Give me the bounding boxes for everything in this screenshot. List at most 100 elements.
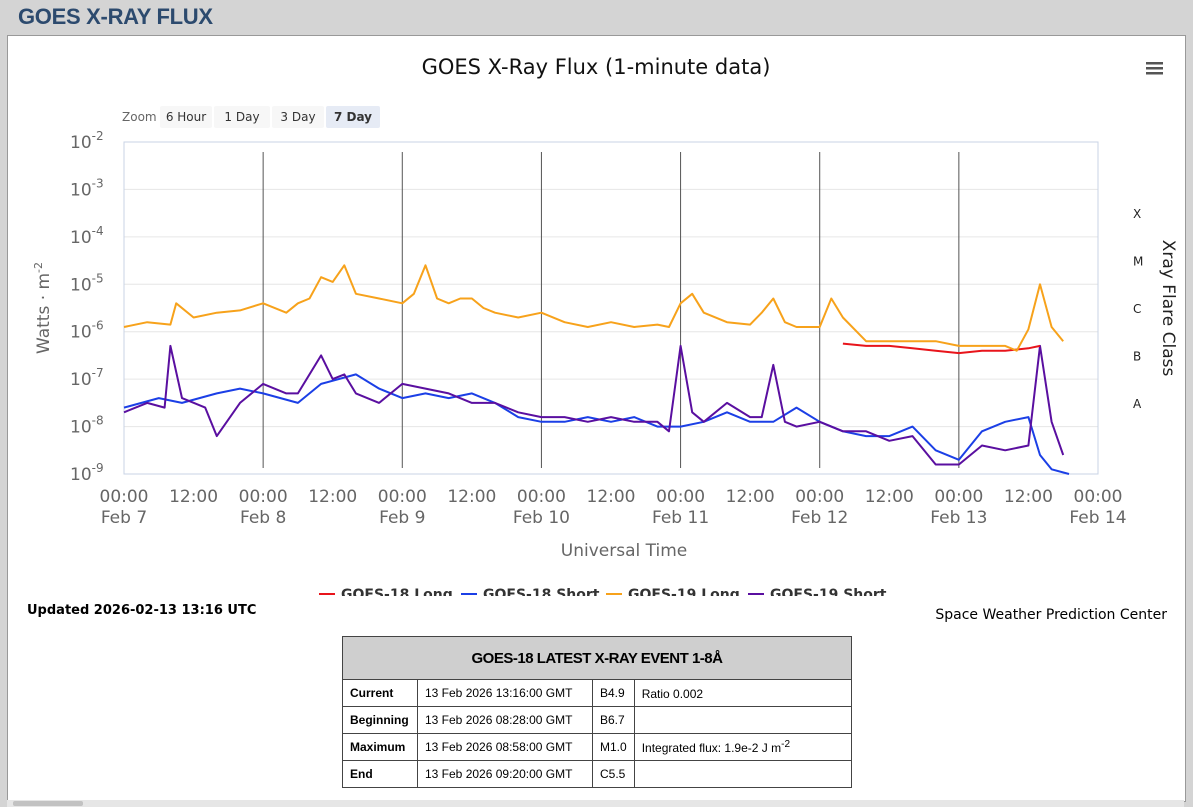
x-tick-label: 00:00 <box>100 487 149 507</box>
row-class: B4.9 <box>592 679 635 707</box>
row-extra-sup: -2 <box>781 739 791 750</box>
menu-icon[interactable] <box>1140 56 1170 82</box>
zoom-buttons: 6 Hour 1 Day 3 Day 7 Day <box>160 106 380 128</box>
series-line-goes-19-short <box>123 344 1065 466</box>
y-axis-title-text: Watts · m <box>34 273 54 354</box>
x-tick-label: 00:00 <box>1074 487 1123 507</box>
row-datetime: 13 Feb 2026 13:16:00 GMT <box>417 679 593 707</box>
zoom-button-bg <box>326 106 380 128</box>
plot-area <box>123 141 1099 475</box>
x-tick-date: Feb 7 <box>101 508 147 528</box>
legend-item-goes-18-long[interactable]: GOES-18 Long <box>319 587 453 596</box>
page-header: GOES X-RAY FLUX <box>0 0 1193 33</box>
x-tick-label: 00:00 <box>517 487 566 507</box>
x-tick-date: Feb 11 <box>652 508 709 528</box>
x-tick-label: 12:00 <box>865 487 914 507</box>
chart-title: GOES X-Ray Flux (1-minute data) <box>422 55 771 79</box>
chart-panel: GOES X-Ray Flux (1-minute data) Zoom 6 H… <box>7 35 1186 802</box>
x-tick-date: Feb 10 <box>513 508 570 528</box>
x-tick-date: Feb 14 <box>1069 508 1126 528</box>
zoom-label: Zoom <box>122 110 157 124</box>
row-extra: Ratio 0.002 <box>633 679 853 707</box>
row-extra-text: Integrated flux: 1.9e-2 J m <box>641 741 782 755</box>
x-tick-date: Feb 9 <box>379 508 425 528</box>
y-axis-title-sup: -2 <box>32 262 45 273</box>
y-tick-label: 10-2 <box>70 129 104 153</box>
y-tick-label: 10-6 <box>70 319 104 343</box>
x-tick-date: Feb 8 <box>240 508 286 528</box>
row-label: Current <box>342 679 418 707</box>
row-datetime: 13 Feb 2026 08:28:00 GMT <box>417 706 593 734</box>
zoom-button-label: 3 Day <box>280 110 315 124</box>
updated-timestamp: Updated 2026-02-13 13:16 UTC <box>27 603 257 618</box>
row-label: Beginning <box>342 706 418 734</box>
legend-label: GOES-18 Short <box>483 587 600 596</box>
zoom-button-3-day[interactable]: 3 Day <box>272 106 324 128</box>
x-tick-label: 00:00 <box>656 487 705 507</box>
y-tick-label: 10-8 <box>70 414 104 438</box>
series-line-goes-18-short <box>123 373 1070 475</box>
flare-class-label: C <box>1133 302 1141 316</box>
x-tick-label: 12:00 <box>1004 487 1053 507</box>
grid <box>124 141 1098 475</box>
legend-label: GOES-19 Short <box>770 587 887 596</box>
flare-class-label: X <box>1133 207 1141 221</box>
x-tick-label: 00:00 <box>239 487 288 507</box>
row-datetime: 13 Feb 2026 08:58:00 GMT <box>417 733 593 761</box>
y-tick-label: 10-4 <box>70 224 104 248</box>
zoom-button-1-day[interactable]: 1 Day <box>214 106 270 128</box>
y2-axis-title: Xray Flare Class <box>1158 240 1178 377</box>
row-class: C5.5 <box>592 760 635 788</box>
xray-event-table: GOES-18 LATEST X-RAY EVENT 1-8Å Current … <box>342 636 853 788</box>
y-axis-title: Watts · m-2 <box>32 262 54 354</box>
table-row: Maximum 13 Feb 2026 08:58:00 GMT M1.0 In… <box>342 733 853 761</box>
table-row: Current 13 Feb 2026 13:16:00 GMT B4.9 Ra… <box>342 679 853 707</box>
x-tick-label: 12:00 <box>726 487 775 507</box>
legend-item-goes-19-short[interactable]: GOES-19 Short <box>748 587 887 596</box>
legend: GOES-18 Long GOES-18 Short GOES-19 Long GOE… <box>319 587 887 596</box>
flare-class-axis: X M C B A <box>1133 207 1143 411</box>
series-line-goes-19-long <box>123 264 1064 352</box>
x-tick-label: 00:00 <box>795 487 844 507</box>
legend-item-goes-19-long[interactable]: GOES-19 Long <box>606 587 740 596</box>
scrollbar-thumb[interactable] <box>13 801 83 806</box>
y-tick-label: 10-5 <box>70 271 104 295</box>
row-extra <box>633 760 853 788</box>
x-tick-date: Feb 12 <box>791 508 848 528</box>
flare-class-label: B <box>1133 349 1141 363</box>
zoom-button-bg <box>160 106 212 128</box>
row-class: B6.7 <box>592 706 635 734</box>
day-lines <box>262 152 960 468</box>
legend-label: GOES-18 Long <box>341 587 453 596</box>
zoom-button-bg <box>214 106 270 128</box>
xray-flux-chart: GOES X-Ray Flux (1-minute data) Zoom 6 H… <box>32 55 1178 596</box>
legend-label: GOES-19 Long <box>628 587 740 596</box>
row-extra: Integrated flux: 1.9e-2 J m-2 <box>633 733 853 761</box>
x-tick-label: 12:00 <box>308 487 357 507</box>
zoom-button-6-hour[interactable]: 6 Hour <box>160 106 212 128</box>
x-tick-label: 12:00 <box>169 487 218 507</box>
event-table-header-row: GOES-18 LATEST X-RAY EVENT 1-8Å <box>342 636 852 680</box>
flare-class-label: A <box>1133 397 1142 411</box>
y-axis: 10-2 10-3 10-4 10-5 10-6 10-7 10-8 10-9 <box>70 129 104 485</box>
legend-item-goes-18-short[interactable]: GOES-18 Short <box>461 587 600 596</box>
x-tick-label: 00:00 <box>378 487 427 507</box>
row-label: Maximum <box>342 733 418 761</box>
page-title: GOES X-RAY FLUX <box>18 4 213 29</box>
x-tick-date: Feb 13 <box>930 508 987 528</box>
flare-class-label: M <box>1133 255 1143 269</box>
x-tick-label: 12:00 <box>587 487 636 507</box>
y-tick-label: 10-3 <box>70 176 104 200</box>
row-datetime: 13 Feb 2026 09:20:00 GMT <box>417 760 593 788</box>
x-tick-label: 00:00 <box>934 487 983 507</box>
row-extra <box>633 706 853 734</box>
zoom-button-label: 7 Day <box>334 110 372 124</box>
event-table-title: GOES-18 LATEST X-RAY EVENT 1-8Å <box>342 636 852 680</box>
horizontal-scrollbar[interactable] <box>7 800 1184 807</box>
zoom-button-label: 6 Hour <box>166 110 206 124</box>
row-class: M1.0 <box>592 733 635 761</box>
zoom-button-7-day[interactable]: 7 Day <box>326 106 380 128</box>
zoom-button-bg <box>272 106 324 128</box>
y-tick-label: 10-9 <box>70 461 104 485</box>
